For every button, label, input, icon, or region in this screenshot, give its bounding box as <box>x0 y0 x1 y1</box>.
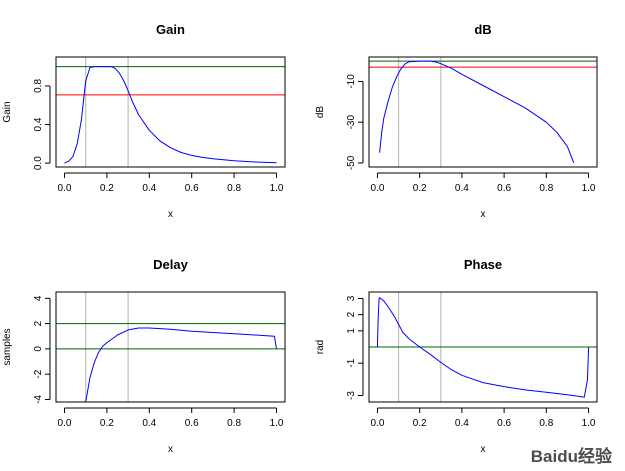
plot-frame <box>55 56 286 168</box>
x-axis-label: x <box>481 209 486 220</box>
y-tick-label: -50 <box>346 155 357 170</box>
x-tick-label: 1.0 <box>270 183 284 194</box>
x-tick-label: 0.8 <box>539 418 553 429</box>
y-tick-label: 0.8 <box>33 79 44 93</box>
x-tick-label: 0.2 <box>100 418 114 429</box>
y-tick-label: -4 <box>33 395 44 404</box>
x-tick-label: 0.6 <box>185 183 199 194</box>
y-axis-label: dB <box>315 106 326 119</box>
x-tick-label: 0.0 <box>58 418 72 429</box>
plot-area <box>56 57 285 167</box>
x-tick-label: 0.8 <box>227 418 241 429</box>
y-tick-label: 3 <box>346 295 357 301</box>
chart-title: Delay <box>153 257 188 272</box>
series-line <box>376 297 590 398</box>
y-tick-label: -30 <box>346 115 357 130</box>
x-tick-label: 1.0 <box>582 183 596 194</box>
x-tick-label: 0.2 <box>413 418 427 429</box>
y-tick-label: -3 <box>346 391 357 400</box>
y-tick-label: 1 <box>346 328 357 334</box>
y-axis-label: Gain <box>2 101 13 122</box>
x-tick-label: 0.6 <box>185 418 199 429</box>
chart-title: dB <box>474 22 491 37</box>
x-axis-label: x <box>168 444 173 455</box>
watermark-text: Baidu经验 <box>531 446 613 466</box>
y-tick-label: 0 <box>33 346 44 352</box>
x-tick-label: 0.6 <box>497 183 511 194</box>
series-line <box>379 60 575 164</box>
panel-delay: Delay x samples 0.0 0.2 0.4 0.6 0.8 1.0 -4 -2 0 2 4 <box>2 257 286 455</box>
series-line <box>85 327 277 402</box>
plot-area <box>369 292 597 402</box>
x-tick-label: 0.6 <box>497 418 511 429</box>
x-tick-label: 0.0 <box>58 183 72 194</box>
x-tick-label: 1.0 <box>270 418 284 429</box>
plot-frame <box>55 291 286 403</box>
x-tick-label: 0.8 <box>539 183 553 194</box>
x-tick-label: 0.0 <box>370 183 384 194</box>
x-tick-label: 0.8 <box>227 183 241 194</box>
y-tick-label: 0.0 <box>33 156 44 170</box>
y-tick-label: -1 <box>346 358 357 367</box>
x-axis-label: x <box>481 444 486 455</box>
panel-gain: Gain x Gain 0.0 0.2 0.4 0.6 0.8 1.0 0.0 0.4 0.8 <box>2 22 286 220</box>
chart-title: Phase <box>464 257 502 272</box>
y-tick-label: 2 <box>346 311 357 317</box>
x-tick-label: 0.2 <box>413 183 427 194</box>
plot-area <box>56 292 285 402</box>
x-tick-label: 0.4 <box>142 183 156 194</box>
x-tick-label: 0.4 <box>455 418 469 429</box>
y-axis-label: samples <box>2 328 13 365</box>
y-tick-label: 4 <box>33 295 44 301</box>
x-tick-label: 0.0 <box>370 418 384 429</box>
panel-phase: Phase x rad 0.0 0.2 0.4 0.6 0.8 1.0 -3 -1 1 2 3 <box>315 257 598 455</box>
y-tick-label: -2 <box>33 369 44 378</box>
x-tick-label: 1.0 <box>582 418 596 429</box>
y-tick-label: 2 <box>33 320 44 326</box>
plot-frame <box>368 56 598 168</box>
y-tick-label: 0.4 <box>33 117 44 131</box>
x-tick-label: 0.4 <box>455 183 469 194</box>
y-axis-label: rad <box>315 340 326 354</box>
x-axis-label: x <box>168 209 173 220</box>
y-tick-label: -10 <box>346 74 357 89</box>
x-tick-label: 0.2 <box>100 183 114 194</box>
series-line <box>64 66 277 164</box>
plot-frame <box>368 291 598 403</box>
chart-title: Gain <box>156 22 185 37</box>
panel-db: dB x dB 0.0 0.2 0.4 0.6 0.8 1.0 -50 -30 -10 <box>315 22 598 220</box>
x-tick-label: 0.4 <box>142 418 156 429</box>
plot-area <box>369 57 597 167</box>
